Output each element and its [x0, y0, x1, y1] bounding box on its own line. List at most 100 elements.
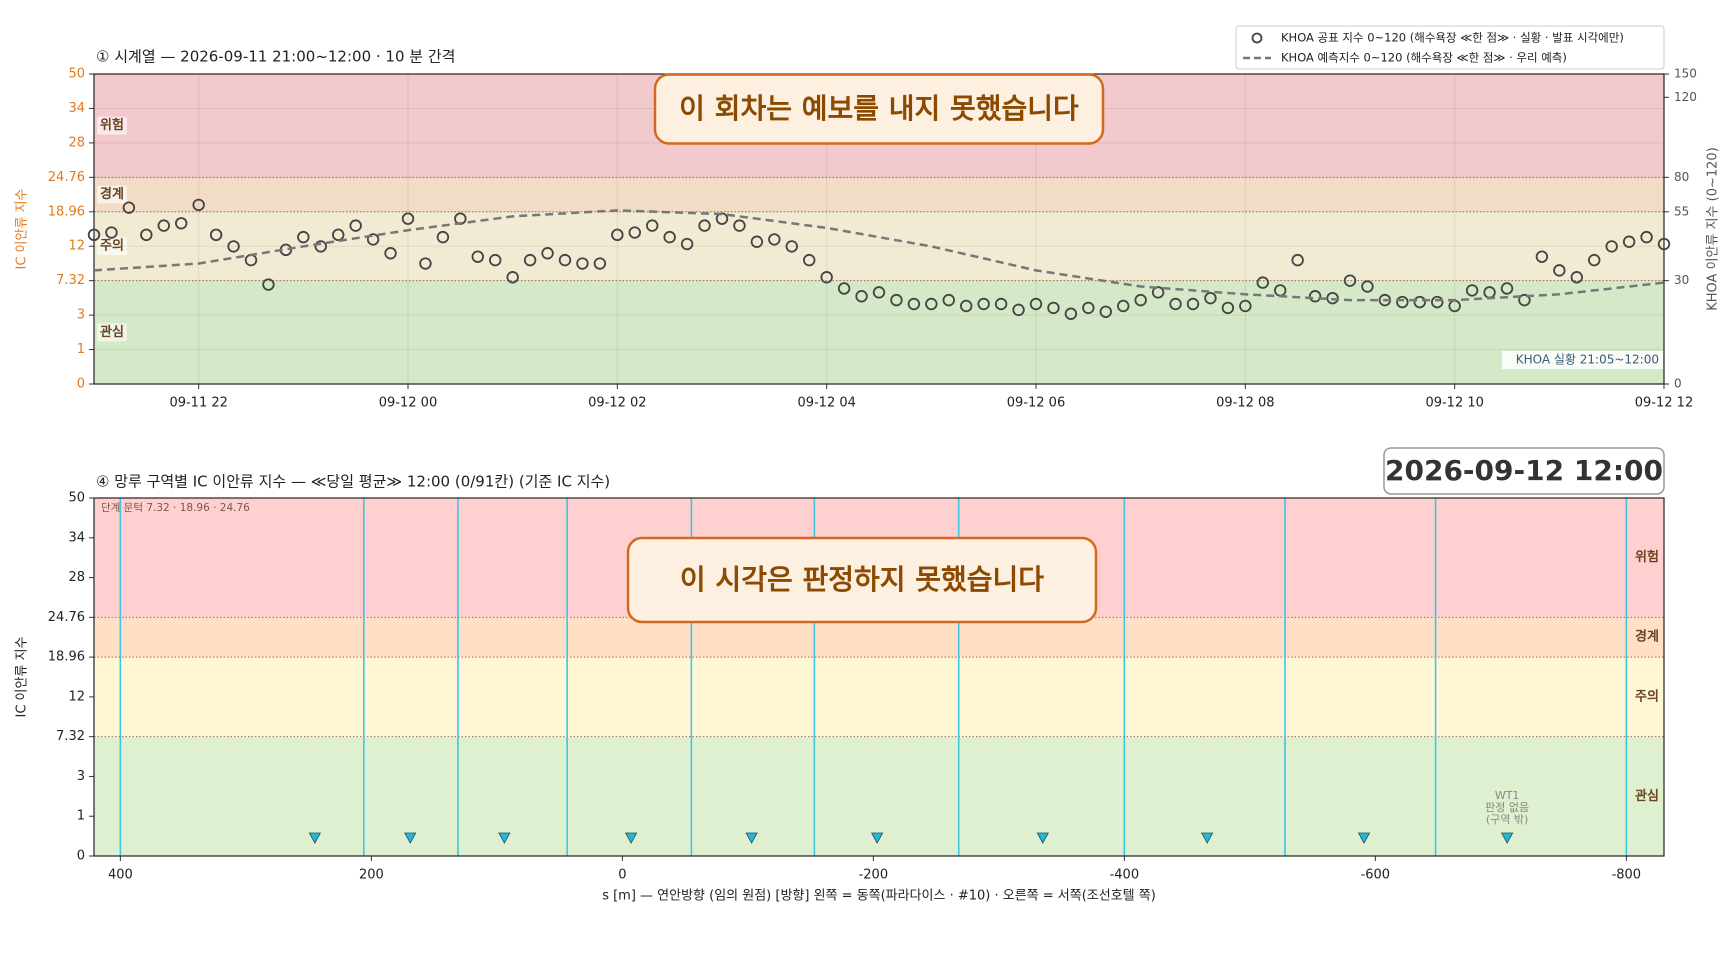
chart-title: ④ 망루 구역별 IC 이안류 지수 — ≪당일 평균≫ 12:00 (0/91…	[96, 473, 610, 491]
data-point	[1082, 301, 1095, 315]
x-tick-label: 09-11 22	[169, 396, 227, 411]
timestamp-box	[1383, 447, 1665, 495]
data-point	[680, 237, 694, 251]
data-point	[1047, 301, 1060, 315]
x-tick-label: 09-12 06	[1007, 396, 1065, 411]
y-tick-label: 34	[68, 101, 85, 116]
band	[94, 177, 1664, 212]
data-point	[890, 293, 903, 307]
y2-tick-label: 55	[1674, 204, 1689, 218]
y-tick-label: 0	[77, 377, 85, 392]
threshold-note: 단계 문턱 7.32 · 18.96 · 24.76	[101, 502, 250, 514]
y-tick-label: 1	[77, 342, 85, 357]
tower-note: WT1	[1495, 789, 1520, 802]
annotation: 이 회차는 예보를 내지 못했습니다	[679, 92, 1079, 125]
band-label: 경계	[100, 186, 124, 202]
data-point	[175, 217, 188, 230]
tower-marker	[1201, 832, 1214, 844]
x-tick-label: -600	[1361, 868, 1391, 883]
data-point	[611, 228, 624, 242]
data-point	[1308, 290, 1322, 303]
data-point	[541, 247, 554, 260]
data-point	[1117, 299, 1130, 313]
data-point	[1588, 253, 1601, 267]
data-point	[122, 201, 136, 214]
data-point	[1186, 297, 1200, 311]
y-tick-label: 24.76	[48, 610, 85, 625]
data-point	[820, 271, 833, 284]
tower-marker	[1036, 832, 1049, 844]
data-point	[1413, 295, 1426, 309]
legend-box	[1235, 25, 1665, 70]
data-point	[646, 219, 659, 232]
data-point	[1500, 282, 1514, 295]
data-point	[332, 228, 345, 242]
band-label: 관심	[100, 324, 124, 340]
band-label: 관심	[1635, 788, 1659, 804]
y-axis-label: IC 이안류 지수	[15, 636, 30, 717]
data-point	[209, 228, 223, 242]
y2-axis-label: KHOA 이안류 지수 (0~120)	[1706, 147, 1721, 311]
x-tick-label: -200	[859, 868, 889, 883]
y-tick-label: 1	[77, 809, 85, 824]
data-point	[1291, 253, 1304, 267]
y-tick-label: 0	[77, 849, 85, 864]
data-point	[192, 198, 205, 212]
data-point	[1221, 301, 1235, 315]
data-point	[960, 299, 973, 313]
data-point	[262, 278, 275, 291]
data-point	[87, 228, 101, 242]
data-point	[558, 253, 572, 267]
data-point	[1239, 299, 1252, 313]
band-label: 위험	[1635, 549, 1659, 565]
annotation-box	[653, 73, 1105, 145]
data-point	[628, 226, 641, 239]
x-axis-label: s [m] — 연안방향 (임의 원점) [방향] 왼쪽 = 동쪽(파라다이스 …	[602, 889, 1156, 904]
x-tick-label: 09-12 08	[1216, 396, 1274, 411]
band-label-bg	[97, 237, 127, 256]
data-point	[1204, 291, 1217, 305]
forecast-line	[93, 209, 1665, 302]
data-point	[1465, 284, 1479, 297]
data-point	[733, 219, 746, 232]
data-point	[872, 286, 886, 299]
data-point	[489, 253, 502, 267]
data-point	[157, 219, 170, 232]
data-point	[907, 297, 921, 311]
annotation-box	[626, 536, 1098, 624]
data-point	[1535, 250, 1549, 263]
band	[94, 280, 1664, 384]
data-point	[227, 240, 240, 253]
data-point	[994, 297, 1008, 311]
legend-label: KHOA 예측지수 0~120 (해수욕장 ≪한 점≫ · 우리 예측)	[1281, 51, 1567, 65]
x-tick-label: 09-12 12	[1635, 396, 1693, 411]
band-label-bg	[97, 116, 127, 135]
band	[94, 617, 1664, 658]
band	[94, 211, 1664, 281]
y-tick-label: 3	[77, 769, 85, 784]
y-tick-label: 12	[68, 689, 85, 704]
data-point	[698, 219, 711, 232]
data-point	[1064, 307, 1078, 320]
data-point	[663, 230, 676, 244]
y2-tick-label: 120	[1674, 90, 1697, 104]
data-point	[768, 233, 781, 246]
data-point	[384, 247, 397, 260]
data-point	[1622, 235, 1636, 248]
note-bg	[1502, 351, 1663, 369]
data-point	[523, 253, 537, 267]
data-point	[925, 297, 938, 311]
tower-marker	[745, 832, 758, 844]
data-point	[977, 297, 990, 311]
band-label-bg	[97, 323, 127, 342]
data-point	[1134, 293, 1147, 307]
legend-label: KHOA 공표 지수 0~120 (해수욕장 ≪한 점≫ · 실황 · 발표 시…	[1281, 31, 1624, 45]
legend-marker	[1251, 32, 1263, 44]
data-point	[1151, 286, 1165, 299]
data-point	[1343, 274, 1357, 287]
data-point	[750, 235, 764, 248]
x-tick-label: 0	[618, 868, 626, 883]
x-tick-label: 09-12 02	[588, 396, 646, 411]
y-tick-label: 34	[68, 530, 85, 545]
